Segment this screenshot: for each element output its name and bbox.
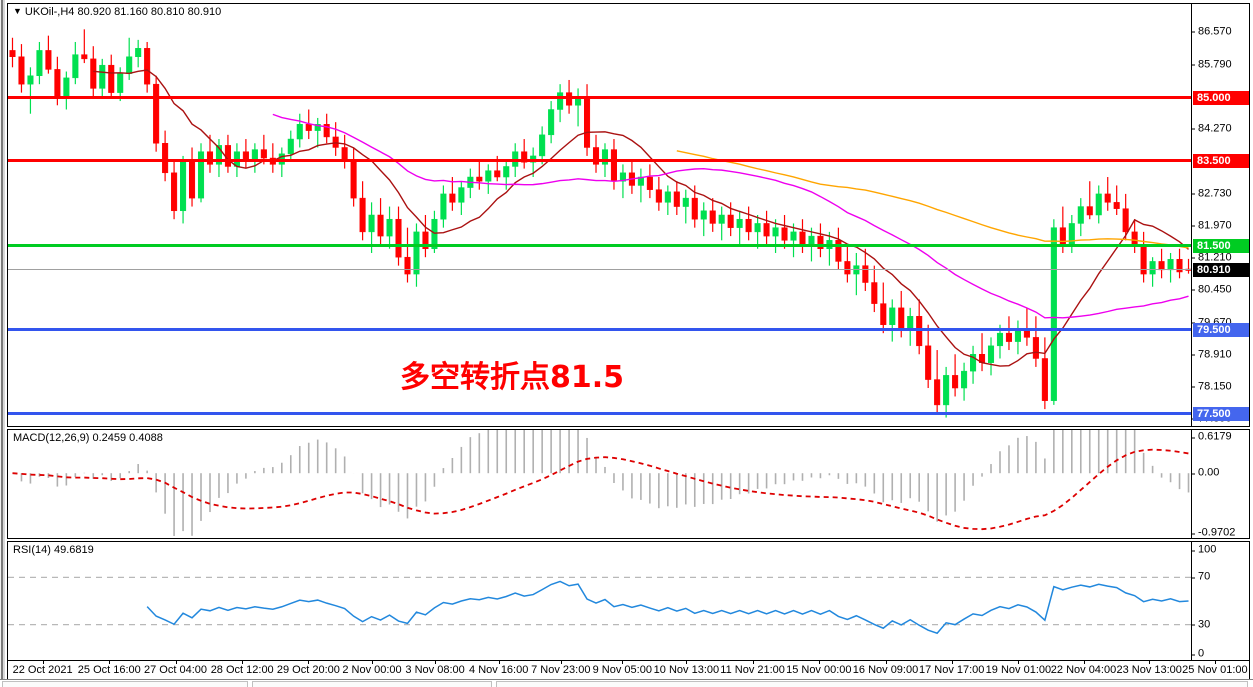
macd-pane[interactable]: 0.6179 0.00 -0.9702 MACD(12,26,9) 0.2459 0… — [7, 429, 1250, 539]
price-axis-tick: 78.150 — [1192, 381, 1232, 392]
rsi-axis-tick: 70 — [1192, 571, 1210, 583]
rsi-axis-tick: 0 — [1192, 648, 1204, 660]
macd-axis: 0.6179 0.00 -0.9702 — [1191, 430, 1249, 538]
price-chart-pane[interactable]: 多空转折点81.5 86.570 85.790 84.270 82.730 81.970… — [7, 3, 1250, 427]
price-axis-tick: 85.790 — [1192, 59, 1232, 70]
time-axis-tick — [560, 661, 562, 664]
macd-pane-title: MACD(12,26,9) 0.2459 0.4088 — [13, 432, 163, 444]
status-block-2 — [252, 681, 492, 687]
window-left-edge — [0, 0, 7, 687]
macd-axis-tick: 0.00 — [1192, 467, 1219, 479]
time-axis-tick — [242, 661, 244, 664]
time-axis-label: 29 Oct 20:00 — [276, 664, 340, 676]
time-axis-tick — [42, 661, 44, 664]
macd-axis-tick: 0.6179 — [1192, 431, 1232, 443]
price-plot-area[interactable]: 多空转折点81.5 — [8, 4, 1191, 426]
time-axis-label: 15 Nov 00:00 — [786, 664, 852, 676]
time-axis-label: 27 Oct 04:00 — [144, 664, 207, 676]
time-axis-tick — [752, 661, 754, 664]
price-axis-tick: 86.570 — [1192, 26, 1232, 37]
time-axis-label: 2 Nov 00:00 — [342, 664, 402, 676]
time-axis-label: 9 Nov 05:00 — [592, 664, 652, 676]
price-axis-tick: 82.730 — [1192, 188, 1232, 199]
price-pane-title-text: UKOil-,H4 80.920 81.160 80.810 80.910 — [24, 6, 222, 18]
time-axis-label: 22 Nov 04:00 — [1050, 664, 1117, 676]
level-line-resistance-85[interactable] — [8, 95, 1191, 99]
rsi-pane[interactable]: 100 70 30 0 RSI(14) 49.6819 — [7, 541, 1250, 661]
time-axis-tick — [1149, 661, 1151, 664]
time-axis-tick — [175, 661, 177, 664]
status-block-3 — [496, 681, 1248, 687]
time-axis-label: 28 Oct 12:00 — [210, 664, 274, 676]
macd-svg — [12, 430, 1190, 536]
level-line-support-79-5[interactable] — [8, 327, 1191, 331]
time-axis-label: 16 Nov 09:00 — [852, 664, 919, 676]
time-axis-label: 17 Nov 17:00 — [918, 664, 985, 676]
time-axis-tick — [308, 661, 310, 664]
time-axis-tick — [435, 661, 437, 664]
time-axis-label: 25 Nov 01:00 — [1182, 664, 1248, 676]
time-axis-label: 19 Nov 01:00 — [985, 664, 1052, 676]
collapse-caret-icon[interactable]: ▼ — [13, 6, 22, 16]
annotation-label: 多空转折点81.5 — [400, 360, 625, 395]
price-candlestick-svg — [9, 29, 1191, 418]
price-axis-tick: 84.270 — [1192, 123, 1232, 134]
rsi-axis-tick: 100 — [1192, 544, 1216, 556]
price-tag-77-500[interactable]: 77.500 — [1193, 407, 1249, 422]
price-axis-tick: 81.210 — [1192, 252, 1232, 263]
price-tag-83-500[interactable]: 83.500 — [1193, 154, 1249, 169]
price-tag-80-910[interactable]: 80.910 — [1193, 263, 1249, 278]
level-line-resistance-83-5[interactable] — [8, 159, 1191, 163]
level-line-current-price[interactable] — [8, 269, 1191, 271]
macd-axis-tick: -0.9702 — [1192, 527, 1235, 539]
time-axis-tick — [372, 661, 373, 664]
price-axis-tick: 78.910 — [1192, 349, 1232, 360]
time-axis-label: 25 Oct 16:00 — [77, 664, 141, 676]
rsi-axis-tick: 30 — [1192, 619, 1210, 630]
price-tag-79-500[interactable]: 79.500 — [1193, 322, 1249, 337]
time-axis-label: 7 Nov 23:00 — [531, 664, 591, 676]
time-axis-label: 23 Nov 13:00 — [1116, 664, 1182, 676]
rsi-pane-title: RSI(14) 49.6819 — [13, 544, 94, 556]
time-axis-tick — [498, 661, 500, 664]
level-line-support-77-5[interactable] — [8, 412, 1191, 416]
time-axis-label: 3 Nov 08:00 — [405, 664, 465, 676]
time-axis-label: 4 Nov 16:00 — [469, 664, 529, 676]
time-axis-tick — [1214, 661, 1216, 664]
macd-plot-area[interactable] — [8, 430, 1191, 538]
time-axis[interactable]: 22 Oct 2021 25 Oct 16:00 27 Oct 04:00 28 Oc… — [7, 661, 1250, 679]
bottom-status-strip — [0, 679, 1253, 687]
price-tag-81-500[interactable]: 81.500 — [1193, 238, 1249, 253]
time-axis-tick — [622, 661, 624, 664]
rsi-axis: 100 70 30 0 — [1191, 542, 1249, 660]
time-axis-tick — [885, 661, 887, 664]
level-line-pivot-81-5[interactable] — [8, 243, 1191, 247]
time-axis-tick — [686, 661, 688, 664]
rsi-plot-area[interactable] — [8, 542, 1191, 660]
price-axis-tick: 80.450 — [1192, 284, 1232, 295]
time-axis-tick — [1018, 661, 1020, 664]
price-axis-tick: 81.970 — [1192, 220, 1232, 231]
time-axis-tick — [951, 661, 953, 664]
time-axis-tick — [109, 661, 111, 664]
time-axis-label: 10 Nov 13:00 — [653, 664, 720, 676]
time-axis-label: 22 Oct 2021 — [12, 664, 73, 676]
price-pane-title: ▼ UKOil-,H4 80.920 81.160 80.810 80.910 — [13, 6, 221, 18]
price-axis[interactable]: 86.570 85.790 84.270 82.730 81.970 81.210 80.4… — [1191, 4, 1249, 426]
price-tag-85-000[interactable]: 85.000 — [1193, 90, 1249, 105]
rsi-svg — [8, 576, 1191, 635]
time-axis-tick — [818, 661, 820, 664]
time-axis-tick — [1083, 661, 1085, 664]
time-axis-label: 11 Nov 21:00 — [720, 664, 785, 676]
status-block-1 — [2, 681, 248, 687]
